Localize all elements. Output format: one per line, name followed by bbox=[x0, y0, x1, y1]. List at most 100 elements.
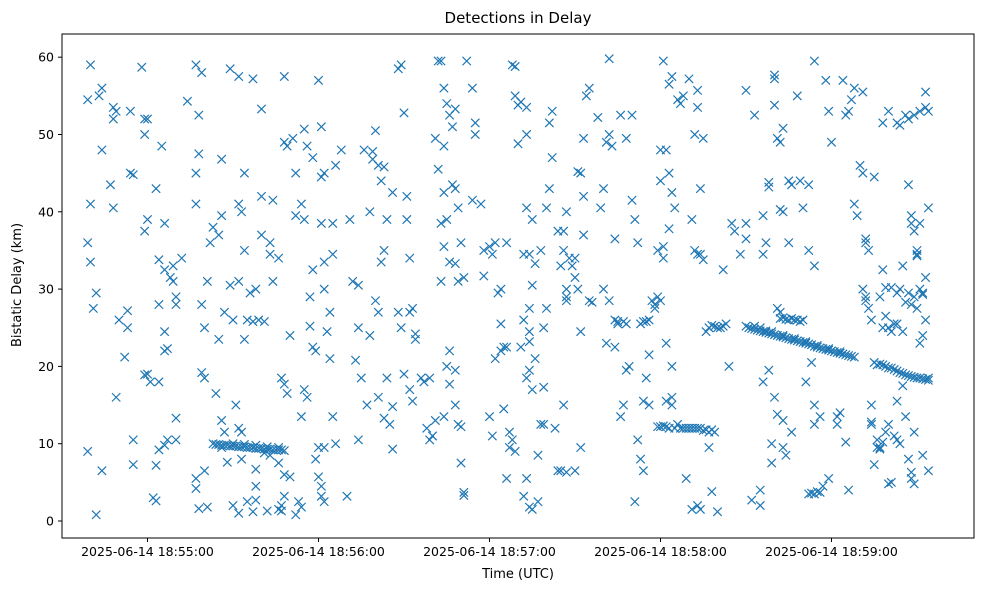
data-point bbox=[778, 332, 788, 342]
data-point bbox=[97, 145, 107, 155]
data-point bbox=[661, 422, 671, 432]
data-point bbox=[516, 342, 526, 352]
data-point bbox=[97, 83, 107, 93]
data-point bbox=[846, 351, 857, 361]
data-point bbox=[558, 226, 569, 236]
data-point bbox=[385, 419, 395, 429]
data-point bbox=[621, 133, 631, 143]
data-point bbox=[809, 419, 820, 429]
data-point bbox=[866, 417, 877, 427]
data-point bbox=[467, 83, 478, 93]
data-point bbox=[920, 272, 931, 283]
data-point bbox=[219, 307, 230, 317]
data-markers bbox=[83, 54, 934, 520]
y-tick-label: 0 bbox=[46, 513, 54, 528]
data-point bbox=[484, 241, 495, 252]
y-axis: 0 10 20 30 40 50 60 bbox=[38, 50, 62, 528]
data-point bbox=[661, 145, 671, 155]
data-point bbox=[918, 288, 928, 298]
data-point bbox=[350, 355, 361, 365]
data-point bbox=[704, 442, 714, 453]
data-point bbox=[758, 377, 768, 387]
data-point bbox=[539, 382, 549, 392]
data-point bbox=[521, 373, 532, 383]
data-point bbox=[393, 64, 403, 74]
data-point bbox=[544, 183, 554, 194]
data-point bbox=[254, 315, 264, 325]
data-point bbox=[741, 321, 751, 331]
data-point bbox=[140, 226, 150, 236]
data-point bbox=[615, 412, 626, 422]
data-point bbox=[727, 218, 737, 229]
data-point bbox=[171, 435, 181, 445]
data-point bbox=[228, 439, 238, 449]
data-point bbox=[194, 504, 204, 514]
data-point bbox=[912, 249, 922, 259]
data-point bbox=[328, 412, 338, 422]
data-point bbox=[539, 323, 549, 333]
data-point bbox=[154, 299, 164, 310]
data-point bbox=[459, 490, 469, 501]
data-point bbox=[524, 365, 535, 375]
data-point bbox=[681, 473, 691, 484]
data-point bbox=[242, 315, 252, 325]
data-point bbox=[650, 299, 660, 310]
data-point bbox=[159, 265, 170, 275]
data-point bbox=[527, 214, 537, 225]
data-point bbox=[895, 439, 905, 449]
data-point bbox=[761, 238, 771, 248]
data-point bbox=[789, 335, 800, 345]
y-axis-label: Bistatic Delay (km) bbox=[10, 223, 25, 347]
data-point bbox=[795, 176, 805, 186]
data-point bbox=[251, 481, 261, 491]
data-point bbox=[858, 87, 868, 97]
data-point bbox=[784, 176, 794, 186]
data-point bbox=[422, 423, 432, 433]
data-point bbox=[459, 272, 469, 283]
data-point bbox=[841, 437, 851, 447]
data-point bbox=[222, 457, 232, 467]
data-point bbox=[815, 487, 825, 498]
data-point bbox=[405, 253, 415, 263]
data-point bbox=[122, 306, 133, 316]
data-point bbox=[832, 347, 842, 358]
data-point bbox=[308, 342, 318, 352]
data-point bbox=[108, 203, 118, 213]
data-point bbox=[664, 79, 674, 89]
data-point bbox=[610, 234, 620, 244]
data-point bbox=[920, 87, 931, 97]
data-point bbox=[576, 168, 586, 178]
data-point bbox=[900, 370, 911, 380]
data-point bbox=[832, 412, 842, 422]
data-point bbox=[650, 303, 660, 314]
data-point bbox=[83, 238, 93, 248]
data-point bbox=[915, 338, 925, 348]
data-point bbox=[920, 315, 931, 325]
data-point bbox=[767, 329, 777, 339]
data-point bbox=[664, 168, 674, 178]
data-point bbox=[764, 365, 774, 375]
data-point bbox=[758, 249, 768, 259]
data-point bbox=[741, 218, 751, 229]
data-point bbox=[561, 284, 572, 294]
data-point bbox=[236, 427, 247, 437]
data-point bbox=[698, 255, 708, 265]
data-point bbox=[470, 129, 480, 140]
data-point bbox=[915, 218, 925, 229]
data-point bbox=[912, 245, 922, 256]
data-point bbox=[490, 238, 500, 248]
data-point bbox=[319, 497, 329, 507]
data-point bbox=[892, 319, 902, 329]
data-point bbox=[171, 292, 181, 302]
data-point bbox=[305, 292, 315, 302]
data-point bbox=[279, 71, 289, 82]
data-point bbox=[382, 373, 392, 383]
data-point bbox=[769, 70, 780, 80]
data-point bbox=[521, 473, 532, 484]
plot-area bbox=[61, 33, 975, 539]
data-point bbox=[225, 280, 235, 290]
data-point bbox=[889, 319, 899, 329]
data-point bbox=[598, 183, 609, 194]
